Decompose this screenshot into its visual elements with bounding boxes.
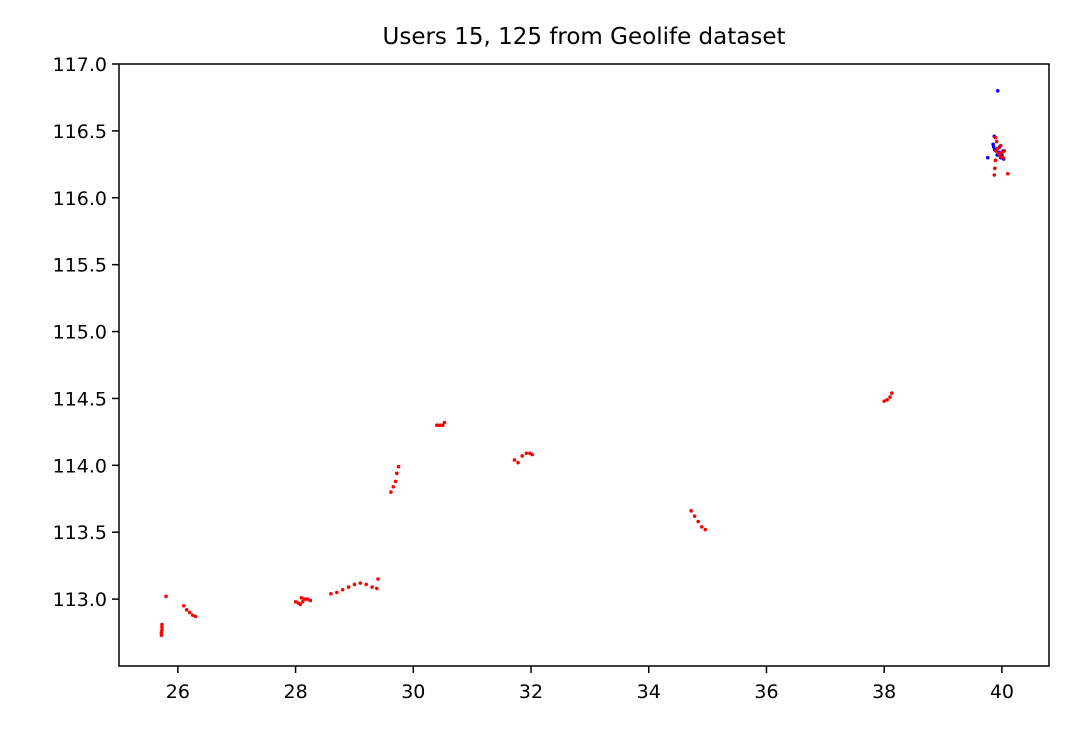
- data-point: [524, 451, 529, 456]
- data-point: [520, 454, 524, 458]
- data-point: [437, 423, 442, 428]
- x-axis: 26 28 30 32 34 36 38 40: [166, 666, 1014, 703]
- data-point: [1002, 149, 1007, 153]
- data-point: [370, 585, 374, 589]
- data-point: [888, 395, 892, 399]
- data-point: [160, 625, 164, 630]
- x-tick-label: 36: [754, 681, 778, 703]
- data-point: [512, 458, 517, 462]
- data-point: [358, 581, 363, 585]
- data-point: [885, 397, 889, 402]
- data-point: [300, 599, 305, 604]
- y-tick-label: 114.0: [53, 455, 107, 477]
- x-tick-label: 40: [990, 681, 1014, 703]
- x-tick-label: 30: [401, 681, 425, 703]
- data-point: [998, 154, 1002, 159]
- y-tick-label: 116.0: [53, 188, 107, 210]
- x-tick-label: 26: [166, 681, 190, 703]
- data-point: [376, 577, 380, 581]
- data-point: [998, 143, 1003, 148]
- data-point: [181, 604, 186, 608]
- data-point: [993, 135, 998, 140]
- data-point: [190, 613, 195, 617]
- chart-title: Users 15, 125 from Geolife dataset: [383, 24, 786, 50]
- y-tick-label: 115.5: [53, 255, 107, 277]
- data-point: [396, 464, 401, 469]
- data-point: [992, 173, 997, 177]
- data-point: [160, 628, 164, 632]
- y-tick-label: 113.5: [53, 522, 107, 544]
- data-point: [442, 420, 447, 425]
- data-point: [193, 614, 198, 619]
- data-point: [994, 149, 998, 153]
- data-point: [329, 591, 333, 596]
- data-point: [352, 582, 357, 587]
- data-point: [334, 590, 339, 595]
- data-point: [391, 484, 396, 489]
- data-point: [689, 509, 693, 513]
- data-point: [159, 633, 164, 638]
- data-point: [994, 139, 999, 144]
- data-point: [293, 599, 298, 604]
- data-point: [993, 166, 997, 171]
- data-point: [187, 610, 192, 615]
- data-point: [364, 582, 369, 587]
- plot-frame: [118, 63, 1050, 667]
- data-point: [159, 630, 164, 635]
- data-point: [1001, 155, 1005, 160]
- data-point: [995, 88, 1000, 93]
- y-tick-label: 114.5: [53, 388, 107, 410]
- data-point: [375, 586, 379, 591]
- data-points: [159, 88, 1010, 638]
- y-tick-label: 117.0: [53, 54, 107, 76]
- data-point: [389, 490, 393, 494]
- data-point: [440, 423, 445, 428]
- data-point: [164, 594, 168, 599]
- x-tick-label: 32: [519, 681, 543, 703]
- y-tick-label: 113.0: [53, 589, 107, 611]
- data-point: [393, 479, 398, 484]
- y-axis: 113.0 113.5 114.0 114.5 115.0 115.5 116.0 116.5…: [53, 54, 119, 611]
- data-point: [985, 155, 990, 160]
- data-point: [882, 399, 886, 403]
- data-point: [298, 602, 303, 607]
- data-point: [435, 423, 439, 428]
- data-point: [890, 391, 894, 395]
- data-point: [993, 158, 998, 163]
- y-tick-label: 116.5: [53, 121, 107, 143]
- data-point: [340, 587, 345, 592]
- data-point: [302, 597, 307, 601]
- data-point: [516, 460, 520, 465]
- data-point: [991, 142, 995, 147]
- data-point: [703, 527, 708, 532]
- data-point: [184, 608, 189, 612]
- x-tick-label: 34: [637, 681, 661, 703]
- data-point: [346, 585, 351, 589]
- data-point: [299, 595, 304, 600]
- data-point: [395, 471, 399, 476]
- data-point: [995, 146, 1000, 151]
- data-point: [160, 622, 164, 627]
- data-point: [308, 598, 313, 603]
- x-tick-label: 28: [283, 681, 307, 703]
- data-point: [1005, 171, 1010, 176]
- y-tick-label: 115.0: [53, 322, 107, 344]
- x-tick-label: 38: [872, 681, 896, 703]
- data-point: [692, 514, 697, 518]
- data-point: [699, 525, 704, 529]
- data-point: [305, 597, 310, 601]
- data-point: [696, 519, 700, 524]
- data-point: [530, 452, 535, 457]
